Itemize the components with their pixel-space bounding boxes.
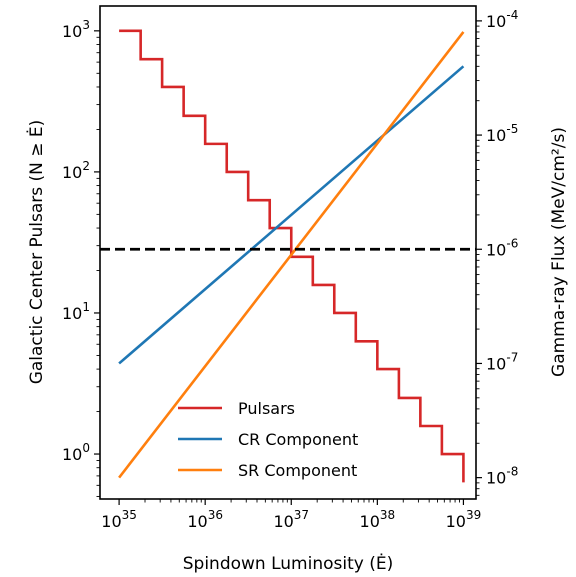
tick-labels: 1035 1036 1037 1038 1039 100 101 102 103 10-8 10-7…: [62, 8, 518, 531]
y-axis-right-title: Gamma-ray Flux (MeV/cm²/s): [549, 127, 569, 377]
y-axis-left-title: Galactic Center Pulsars (N ≥ Ė): [26, 120, 47, 385]
y-right-tick-label: 10-7: [486, 350, 518, 373]
y-right-tick-label: 10-8: [486, 465, 518, 488]
y-right-tick-label: 10-5: [486, 122, 518, 145]
x-tick-label: 1037: [273, 508, 309, 531]
x-tick-label: 1035: [101, 508, 137, 531]
series-cr-component: [118, 65, 465, 365]
legend-label: CR Component: [238, 430, 358, 449]
series-sr-component: [118, 31, 465, 479]
y-left-tick-label: 103: [62, 18, 90, 41]
axes-frame: [99, 5, 477, 500]
x-tick-label: 1038: [360, 508, 396, 531]
x-tick-label: 1036: [187, 508, 223, 531]
x-axis-title: Spindown Luminosity (Ė): [183, 553, 393, 574]
y-left-tick-label: 102: [62, 159, 90, 182]
ticks: [94, 20, 482, 505]
plot-lines: [100, 29, 476, 483]
legend-label: Pulsars: [238, 399, 295, 418]
y-right-tick-label: 10-6: [486, 236, 518, 259]
legend-label: SR Component: [238, 461, 357, 480]
y-right-tick-label: 10-4: [486, 8, 518, 31]
y-left-tick-label: 100: [62, 441, 90, 464]
y-left-tick-label: 101: [62, 300, 90, 323]
legend: Pulsars CR Component SR Component: [178, 399, 358, 480]
x-tick-label: 1039: [446, 508, 482, 531]
